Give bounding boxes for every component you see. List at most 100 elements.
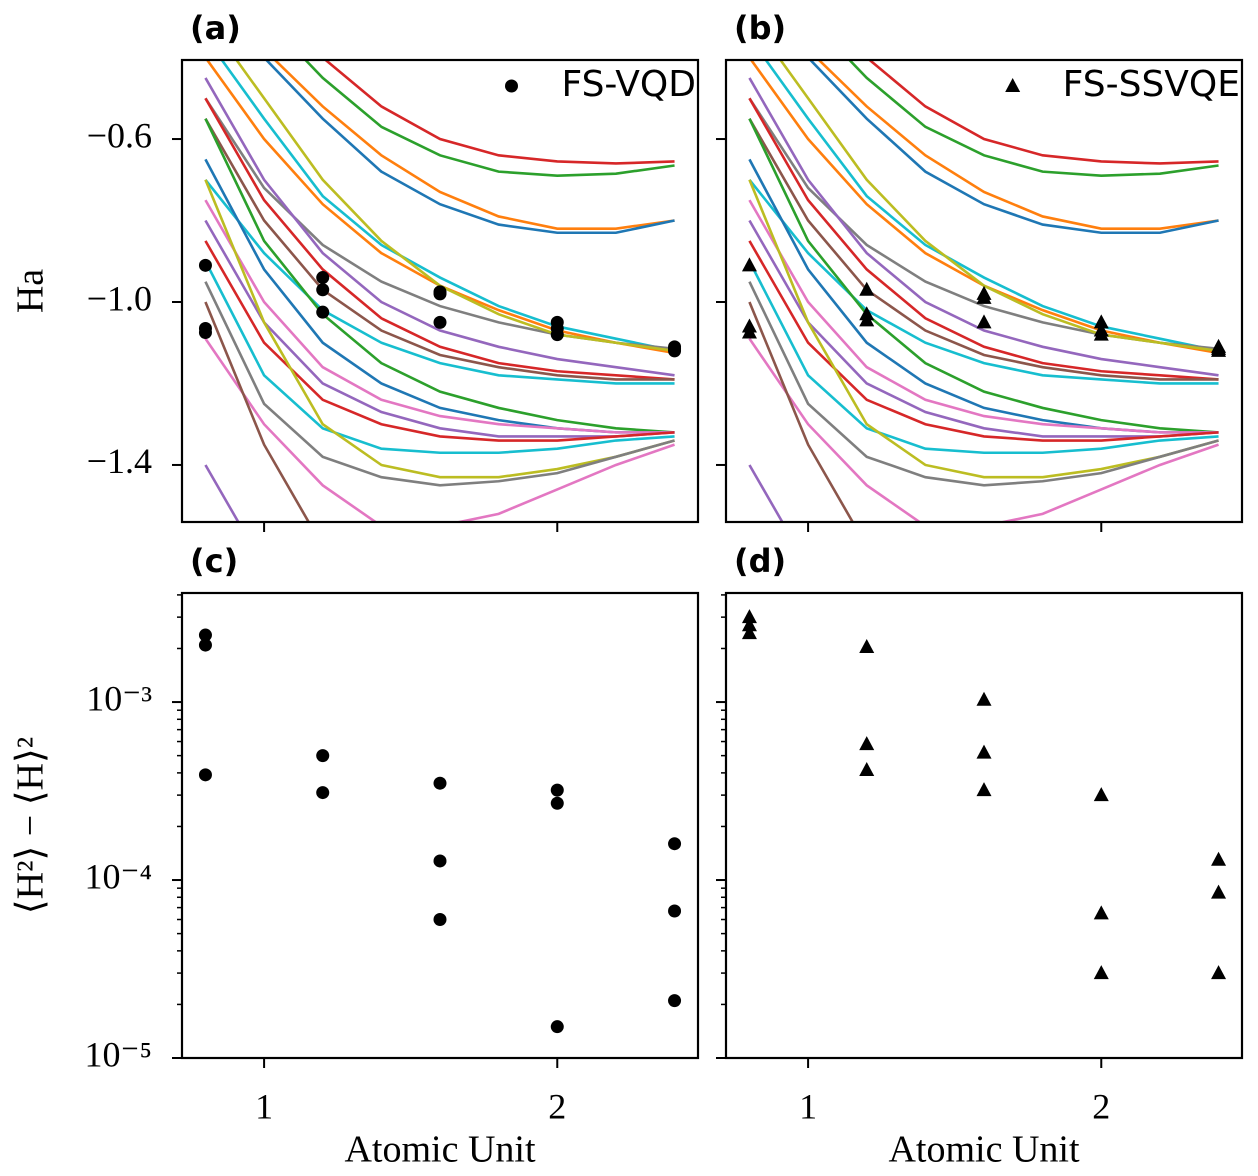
point: [198, 638, 212, 652]
legend-label: FS-VQD: [562, 64, 697, 105]
y-tick-label: 10⁻³: [86, 678, 152, 718]
point: [433, 287, 447, 301]
y-tick-label: 10⁻⁵: [84, 1034, 152, 1074]
point: [550, 328, 564, 342]
curve: [204, 178, 675, 385]
curve: [748, 199, 1219, 434]
curve: [204, 337, 675, 522]
curve: [204, 118, 675, 381]
panel-title: (b): [734, 9, 786, 47]
curve: [264, 60, 675, 235]
legend-marker: [505, 79, 518, 93]
axes-frame: [180, 591, 700, 1060]
point: [550, 1020, 564, 1034]
y-tick-label: −1.4: [87, 441, 152, 481]
x-axis-label: Atomic Unit: [344, 1129, 535, 1171]
curve: [748, 97, 1219, 381]
point: [1211, 851, 1227, 866]
point: [198, 628, 212, 642]
y-tick-label: −0.6: [87, 115, 152, 155]
curve: [204, 179, 675, 479]
y-tick-label: 10⁻⁴: [84, 856, 152, 896]
point: [976, 691, 992, 706]
curve: [204, 260, 675, 455]
point: [1093, 314, 1109, 329]
panel-title: (c): [190, 542, 238, 580]
point: [433, 913, 447, 927]
y-axis-label: Ha: [10, 269, 52, 313]
point: [1093, 965, 1109, 980]
point: [550, 783, 564, 797]
curve: [748, 178, 1219, 385]
point: [433, 315, 447, 329]
curve: [748, 219, 1219, 438]
curve: [808, 60, 1219, 235]
point: [741, 257, 757, 272]
point: [198, 258, 212, 272]
x-axis-label: Atomic Unit: [888, 1129, 1079, 1171]
axes-frame: [180, 58, 700, 524]
curve: [748, 179, 1219, 479]
curve: [204, 301, 311, 522]
point: [1211, 884, 1227, 899]
point: [1093, 787, 1109, 802]
panel-title: (d): [734, 542, 786, 580]
point: [976, 744, 992, 759]
x-tick-label: 1: [799, 1086, 817, 1126]
point: [859, 281, 875, 296]
point: [1093, 905, 1109, 920]
point: [859, 312, 875, 327]
curve: [303, 60, 675, 178]
point: [316, 283, 330, 297]
legend-marker: [1005, 78, 1021, 92]
curve: [204, 281, 675, 487]
point: [741, 324, 757, 339]
point: [976, 289, 992, 304]
point: [1211, 965, 1227, 980]
point: [741, 609, 757, 624]
x-tick-label: 1: [255, 1086, 273, 1126]
curve: [778, 60, 1219, 353]
curve: [204, 219, 675, 438]
point: [316, 305, 330, 319]
point: [1093, 326, 1109, 341]
point: [668, 344, 682, 358]
y-tick-label: −1.0: [87, 278, 152, 318]
curve: [204, 97, 675, 381]
curve: [748, 337, 1219, 522]
curve: [748, 281, 1219, 487]
point: [668, 904, 682, 918]
point: [741, 625, 757, 640]
curve: [204, 199, 675, 434]
point: [198, 768, 212, 782]
point: [316, 749, 330, 763]
curve: [817, 60, 1219, 230]
point: [1211, 342, 1227, 357]
x-tick-label: 2: [1092, 1086, 1110, 1126]
curve: [220, 60, 675, 353]
curve: [748, 260, 1219, 455]
point: [859, 638, 875, 653]
point: [316, 271, 330, 285]
point: [668, 837, 682, 851]
curve: [867, 60, 1219, 165]
curve: [748, 118, 1219, 434]
curve: [748, 240, 1219, 442]
curve: [204, 77, 675, 377]
curve: [748, 301, 855, 522]
curve: [273, 60, 675, 230]
curve: [204, 464, 240, 522]
y-axis-label: ⟨H²⟩ − ⟨H⟩²: [10, 737, 52, 914]
x-tick-label: 2: [548, 1086, 566, 1126]
point: [741, 617, 757, 632]
curve: [204, 118, 675, 434]
axes-frame: [724, 591, 1244, 1060]
curve: [323, 60, 675, 165]
axes-frame: [724, 58, 1244, 524]
curve: [748, 118, 1219, 381]
curve: [764, 60, 1219, 353]
point: [859, 736, 875, 751]
curve: [204, 240, 675, 442]
curve: [847, 60, 1219, 178]
